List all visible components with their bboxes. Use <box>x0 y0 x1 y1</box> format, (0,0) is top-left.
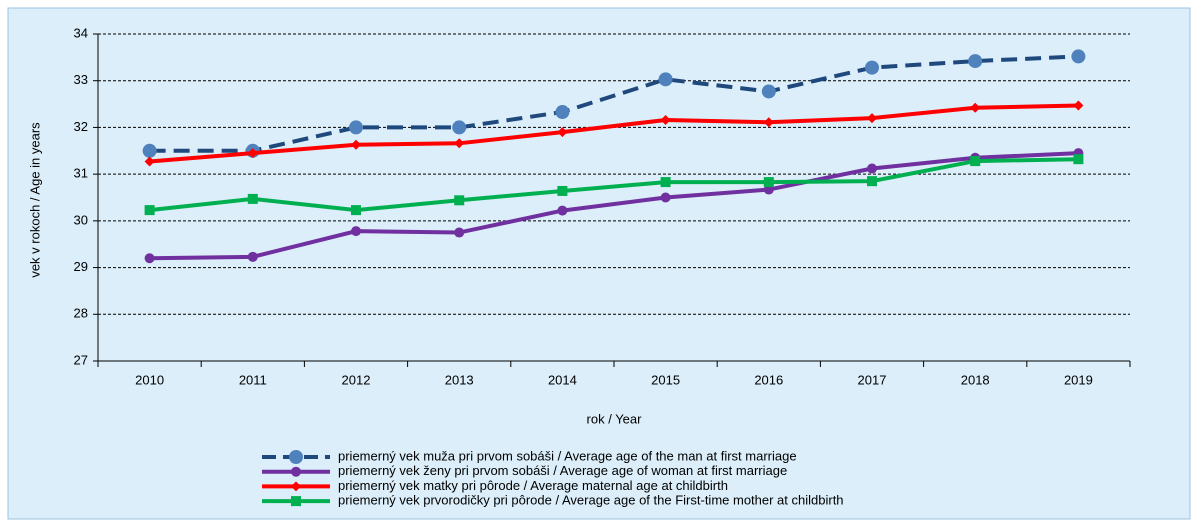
marker <box>658 72 673 87</box>
marker <box>867 163 877 174</box>
marker <box>452 120 467 135</box>
marker <box>247 148 258 159</box>
x-tick-label: 2019 <box>1064 372 1093 387</box>
marker <box>763 117 774 128</box>
x-tick-label: 2017 <box>858 372 887 387</box>
marker <box>454 195 465 206</box>
y-tick-label: 32 <box>74 119 88 134</box>
y-tick-label: 27 <box>74 352 88 367</box>
y-tick-label: 30 <box>74 212 88 227</box>
marker <box>144 156 155 167</box>
legend-marker <box>291 466 301 477</box>
marker <box>761 84 776 99</box>
x-tick-label: 2014 <box>548 372 577 387</box>
legend-marker <box>289 450 303 464</box>
y-tick-label: 29 <box>74 259 88 274</box>
marker <box>351 205 361 216</box>
marker <box>247 251 258 262</box>
marker <box>351 226 361 237</box>
marker <box>867 176 877 187</box>
marker <box>1071 49 1086 64</box>
y-axis-title: vek v rokoch / Age in years <box>27 122 42 278</box>
chart-background <box>7 7 1191 520</box>
marker <box>660 192 671 203</box>
marker <box>454 227 465 238</box>
marker <box>555 105 570 120</box>
x-tick-label: 2010 <box>135 372 164 387</box>
marker <box>142 143 157 158</box>
marker <box>660 177 671 188</box>
marker <box>970 156 981 167</box>
marker <box>970 102 981 113</box>
x-tick-label: 2011 <box>239 372 267 387</box>
legend-label: priemerný vek prvorodičky pri pôrode / A… <box>338 493 844 508</box>
marker <box>865 60 879 75</box>
x-tick-label: 2018 <box>961 372 990 387</box>
series-line <box>149 54 1079 153</box>
x-tick-label: 2012 <box>342 372 371 387</box>
marker <box>763 177 774 188</box>
marker <box>1073 100 1084 111</box>
marker <box>247 193 258 204</box>
y-tick-label: 28 <box>74 306 88 321</box>
marker <box>1073 154 1084 165</box>
x-tick-label: 2015 <box>651 372 680 387</box>
marker <box>557 127 568 138</box>
marker <box>144 205 155 216</box>
y-tick-label: 34 <box>74 25 88 40</box>
legend-marker <box>291 481 301 492</box>
marker <box>144 253 155 264</box>
series-line <box>149 151 1079 261</box>
marker <box>351 139 361 150</box>
y-tick-label: 33 <box>74 72 88 87</box>
legend-label: priemerný vek matky pri pôrode / Average… <box>338 478 728 493</box>
x-axis-title: rok / Year <box>587 411 643 426</box>
marker <box>968 54 983 69</box>
legend-label: priemerný vek ženy pri prvom sobáši / Av… <box>338 463 787 478</box>
marker <box>557 185 568 196</box>
series-line <box>149 103 1079 164</box>
y-tick-label: 31 <box>74 166 88 181</box>
marker <box>454 138 465 149</box>
x-tick-label: 2016 <box>754 372 783 387</box>
marker <box>349 120 363 135</box>
legend-marker <box>291 496 301 507</box>
marker <box>557 205 568 216</box>
series-line <box>149 157 1079 213</box>
marker <box>660 114 671 125</box>
marker <box>867 113 877 124</box>
legend-label: priemerný vek muža pri prvom sobáši / Av… <box>338 448 797 463</box>
x-tick-label: 2013 <box>445 372 474 387</box>
